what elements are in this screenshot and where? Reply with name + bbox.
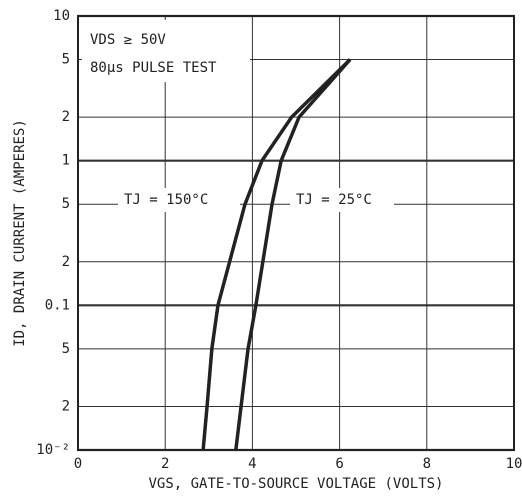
series-label-box <box>118 188 240 212</box>
x-axis-label: VGS, GATE-TO-SOURCE VOLTAGE (VOLTS) <box>148 476 443 492</box>
y-tick-label: 1 <box>62 153 70 169</box>
x-tick-label: 2 <box>161 456 169 472</box>
y-tick-label: 2 <box>62 398 70 414</box>
y-tick-label: 0.1 <box>45 297 70 313</box>
x-tick-label: 4 <box>248 456 256 472</box>
y-axis-label: ID, DRAIN CURRENT (AMPERES) <box>12 119 28 347</box>
x-tick-label: 0 <box>74 456 82 472</box>
annotation-box <box>82 20 250 82</box>
series-label: TJ = 25°C <box>296 192 372 208</box>
plot-frame <box>77 15 515 451</box>
y-tick-label: 10⁻² <box>36 442 70 458</box>
y-tick-label: 5 <box>62 52 70 68</box>
series-label: TJ = 150°C <box>124 192 208 208</box>
series-line <box>201 58 352 451</box>
y-tick-label: 2 <box>62 109 70 125</box>
x-tick-label: 6 <box>335 456 343 472</box>
y-tick-label: 5 <box>62 196 70 212</box>
x-tick-label: 8 <box>423 456 431 472</box>
y-tick-label: 5 <box>62 341 70 357</box>
y-tick-label: 2 <box>62 254 70 270</box>
x-tick-label: 10 <box>506 456 522 472</box>
annotation: 80µs PULSE TEST <box>90 60 217 76</box>
series-label-box <box>290 188 394 212</box>
y-tick-label: 10 <box>53 8 70 24</box>
series-line <box>234 58 352 451</box>
annotation: VDS ≥ 50V <box>90 32 166 48</box>
